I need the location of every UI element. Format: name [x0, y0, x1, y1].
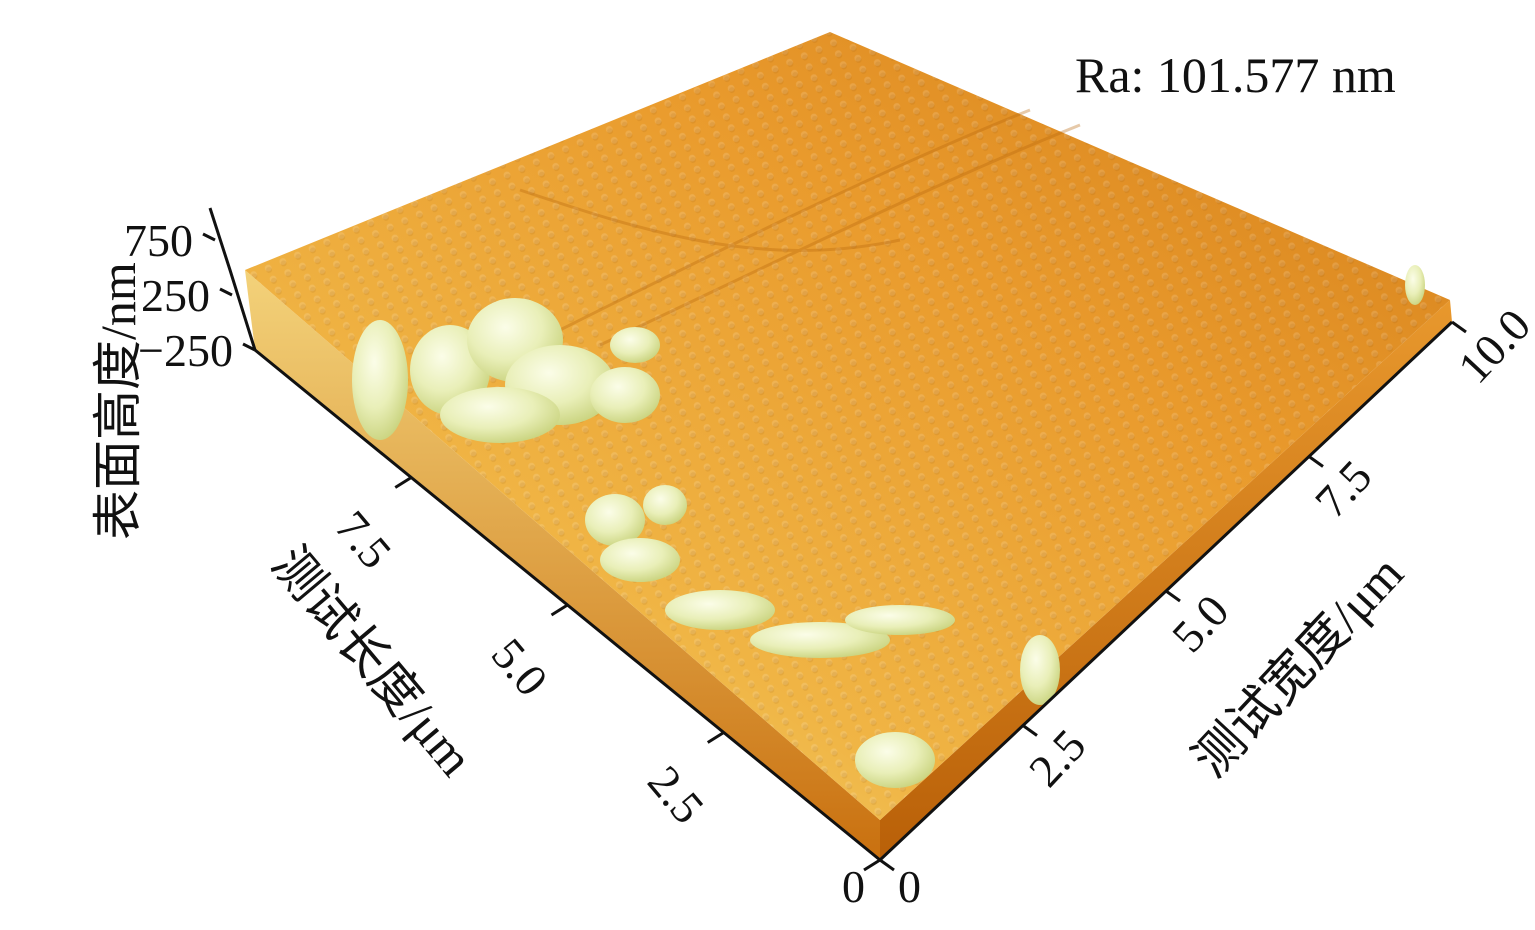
surface-peaks	[352, 265, 1425, 788]
surface-wall-left	[245, 270, 880, 860]
y-tick-mark	[1022, 724, 1038, 737]
z-axis-line	[208, 207, 257, 351]
roughness-annotation: Ra: 101.577 nm	[1075, 47, 1396, 103]
z-tick-label: 250	[141, 270, 210, 321]
y-tick-label: 10.0	[1448, 299, 1535, 393]
x-axis-title: 测试长度/μm	[262, 536, 485, 786]
z-tick-label: 750	[124, 215, 193, 266]
surface-texture	[245, 32, 1450, 820]
x-tick-mark	[550, 603, 569, 617]
y-axis-title: 测试宽度/μm	[1182, 545, 1414, 788]
x-tick-label: 0	[842, 861, 865, 912]
surface-wall-right	[880, 300, 1452, 860]
x-tick-label: 2.5	[638, 756, 714, 833]
z-tick-mark	[242, 342, 256, 352]
y-tick-mark	[1308, 455, 1324, 468]
z-tick-mark	[219, 287, 233, 297]
y-tick-mark	[1451, 320, 1467, 334]
x-tick-label: 5.0	[482, 629, 558, 706]
z-tick-label: −250	[138, 325, 233, 376]
x-tick-mark	[394, 476, 413, 489]
x-tick-mark	[706, 731, 725, 744]
y-tick-mark	[879, 858, 895, 872]
x-tick-label: 7.5	[326, 501, 402, 578]
z-tick-mark	[202, 232, 216, 242]
z-axis-title: 表面高度/nm	[90, 262, 146, 540]
surface-scratches	[519, 108, 1081, 347]
y-tick-label: 0	[898, 861, 921, 912]
x-tick-mark	[863, 858, 881, 872]
y-tick-mark	[1165, 589, 1181, 603]
